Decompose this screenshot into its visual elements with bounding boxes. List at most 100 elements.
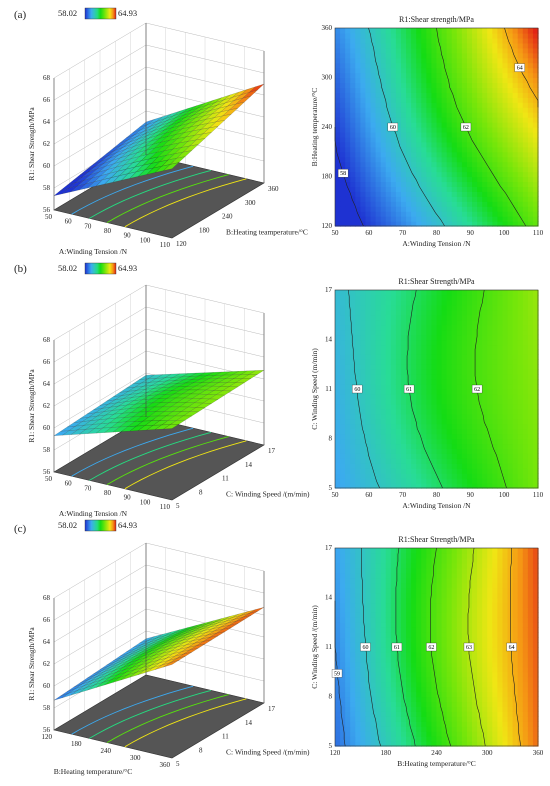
heat-cell <box>502 384 509 390</box>
heat-cell <box>400 146 407 153</box>
heat-cell <box>507 438 514 445</box>
heat-cell <box>456 478 463 484</box>
heat-cell <box>385 171 392 178</box>
heat-cell <box>340 676 346 683</box>
heat-cell <box>375 726 382 732</box>
heat-cell <box>350 82 356 88</box>
heat-cell <box>350 334 356 341</box>
y-axis-title: C: Winding Speed (m/min) <box>310 348 319 430</box>
heat-cell <box>380 463 387 469</box>
heat-cell <box>365 186 372 192</box>
heat-cell <box>446 577 453 584</box>
heat-cell <box>426 112 433 118</box>
heat-cell <box>446 696 453 703</box>
heat-cell <box>456 72 463 79</box>
heat-cell <box>441 423 448 430</box>
heat-cell <box>522 221 529 227</box>
heat-cell <box>416 413 422 420</box>
heat-cell <box>492 141 498 148</box>
heat-cell <box>426 211 433 217</box>
heat-cell <box>431 661 438 668</box>
heat-cell <box>431 161 438 168</box>
heat-cell <box>477 146 483 153</box>
heat-cell <box>461 418 468 425</box>
heat-cell <box>406 473 412 479</box>
heat-cell <box>426 428 433 435</box>
heat-cell <box>482 468 488 474</box>
heat-cell <box>370 72 377 79</box>
heat-cell <box>385 146 392 153</box>
heat-cell <box>355 339 361 346</box>
heat-cell <box>431 28 438 34</box>
heat-cell <box>477 304 483 311</box>
heat-cell <box>532 32 539 39</box>
heat-cell <box>416 676 422 683</box>
heat-cell <box>421 176 427 183</box>
heat-cell <box>502 146 509 153</box>
y-tick-label: 5 <box>176 502 180 510</box>
heat-cell <box>416 176 422 183</box>
heat-cell <box>335 339 341 346</box>
heat-cell <box>380 211 387 217</box>
heat-cell <box>385 211 392 217</box>
heat-cell <box>436 344 443 350</box>
heat-cell <box>426 548 433 554</box>
heat-cell <box>532 206 539 212</box>
heat-cell <box>355 468 361 474</box>
heat-cell <box>411 334 417 341</box>
heat-cell <box>406 736 412 742</box>
heat-cell <box>502 211 509 217</box>
heat-cell <box>436 711 443 717</box>
heat-cell <box>355 77 361 84</box>
heat-cell <box>497 112 504 118</box>
heat-cell <box>385 622 392 628</box>
heat-cell <box>340 72 346 79</box>
heat-cell <box>436 393 443 400</box>
heat-cell <box>472 319 478 326</box>
heat-cell <box>365 127 372 133</box>
heat-cell <box>360 156 367 163</box>
heat-cell <box>441 52 448 59</box>
heat-cell <box>400 117 407 123</box>
heat-cell <box>502 314 509 321</box>
colorbar-min-label: 58.02 <box>58 263 77 273</box>
heat-cell <box>517 216 524 222</box>
heat-cell <box>527 87 534 93</box>
heat-cell <box>492 324 498 331</box>
heat-cell <box>385 572 392 579</box>
heat-cell <box>390 632 397 638</box>
heat-cell <box>345 290 351 296</box>
heat-cell <box>385 136 392 143</box>
heat-cell <box>426 686 433 693</box>
heat-cell <box>411 413 417 420</box>
heat-cell <box>375 661 382 668</box>
heat-cell <box>441 141 448 148</box>
heat-cell <box>335 413 341 420</box>
heat-cell <box>406 156 412 163</box>
heat-cell <box>345 458 351 464</box>
heat-cell <box>436 196 443 202</box>
heat-cell <box>380 701 387 707</box>
heat-cell <box>355 191 361 197</box>
heat-cell <box>426 632 433 638</box>
heat-cell <box>411 221 417 227</box>
heat-cell <box>370 82 377 88</box>
heat-cell <box>451 453 458 459</box>
heat-cell <box>507 299 514 306</box>
heat-cell <box>507 384 514 390</box>
x-tick-label: 60 <box>365 491 373 499</box>
heat-cell <box>507 314 514 321</box>
heat-cell <box>461 389 468 395</box>
heat-cell <box>487 453 493 459</box>
heat-cell <box>365 656 372 663</box>
heat-cell <box>355 290 361 296</box>
heat-cell <box>431 151 438 158</box>
heat-cell <box>411 102 417 108</box>
heat-cell <box>416 453 422 459</box>
heat-cell <box>527 468 534 474</box>
heat-cell <box>360 389 367 395</box>
heat-cell <box>487 156 493 163</box>
heat-cell <box>365 592 372 599</box>
heat-cell <box>527 463 534 469</box>
heat-cell <box>365 77 372 84</box>
